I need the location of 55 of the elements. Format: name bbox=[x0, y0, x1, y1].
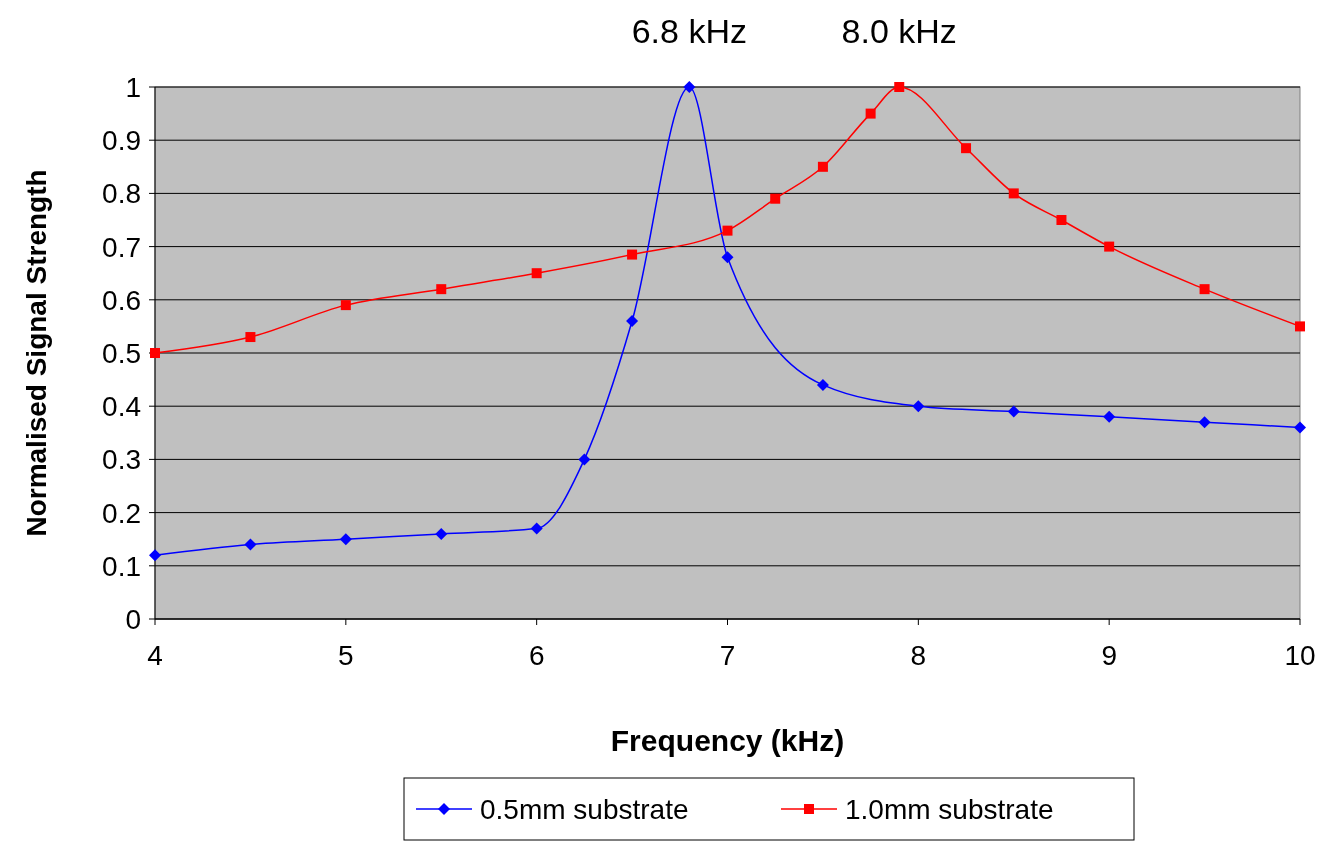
x-tick-label: 10 bbox=[1284, 640, 1316, 671]
point bbox=[722, 225, 733, 236]
x-tick-label: 6 bbox=[528, 640, 545, 671]
point bbox=[721, 251, 734, 264]
point bbox=[340, 300, 351, 311]
point bbox=[894, 82, 905, 92]
point bbox=[1295, 321, 1305, 332]
point bbox=[626, 315, 639, 328]
legend-label: 1.0mm substrate bbox=[845, 794, 1054, 825]
point bbox=[1008, 188, 1019, 199]
y-tick-label: 0.6 bbox=[102, 284, 141, 316]
y-tick-label: 0.2 bbox=[102, 497, 141, 529]
point bbox=[912, 400, 925, 413]
point bbox=[683, 81, 696, 93]
point bbox=[436, 284, 447, 295]
point bbox=[770, 193, 781, 204]
point bbox=[865, 108, 876, 119]
point bbox=[817, 161, 828, 172]
point bbox=[339, 533, 352, 546]
y-tick-label: 0.9 bbox=[102, 125, 141, 157]
y-tick-label: 0.4 bbox=[102, 391, 141, 423]
point bbox=[961, 143, 972, 154]
x-tick-label: 9 bbox=[1101, 640, 1117, 671]
point bbox=[1198, 416, 1211, 429]
point bbox=[244, 538, 257, 551]
legend-label: 0.5mm substrate bbox=[480, 794, 689, 825]
y-tick-label: 0.8 bbox=[102, 178, 141, 210]
y-tick-label: 0.5 bbox=[102, 338, 141, 369]
annotation: 8.0 kHz bbox=[841, 12, 957, 50]
x-tick-label: 5 bbox=[338, 640, 354, 671]
y-axis-title: Normalised Signal Strength bbox=[21, 169, 52, 537]
point bbox=[1103, 410, 1116, 423]
y-tick-label: 0.3 bbox=[102, 444, 141, 476]
point bbox=[1199, 284, 1210, 295]
point bbox=[1294, 421, 1306, 434]
point bbox=[1007, 405, 1020, 418]
point bbox=[531, 268, 542, 279]
x-tick-label: 8 bbox=[910, 640, 927, 671]
annotation: 6.8 kHz bbox=[631, 12, 747, 50]
y-tick-label: 0.7 bbox=[102, 231, 141, 263]
y-tick-label: 0.1 bbox=[102, 550, 141, 582]
point bbox=[627, 249, 638, 260]
y-tick-label: 1 bbox=[125, 72, 141, 103]
x-axis-title: Frequency (kHz) bbox=[610, 724, 845, 757]
point bbox=[1104, 241, 1115, 252]
point bbox=[578, 453, 591, 466]
x-tick-label: 7 bbox=[719, 640, 736, 671]
point bbox=[435, 527, 448, 540]
point bbox=[1056, 215, 1067, 225]
point bbox=[149, 549, 161, 562]
x-tick-label: 4 bbox=[147, 640, 163, 671]
point bbox=[530, 522, 543, 535]
y-tick-label: 0 bbox=[125, 604, 141, 635]
point bbox=[245, 332, 256, 343]
point bbox=[816, 378, 829, 391]
